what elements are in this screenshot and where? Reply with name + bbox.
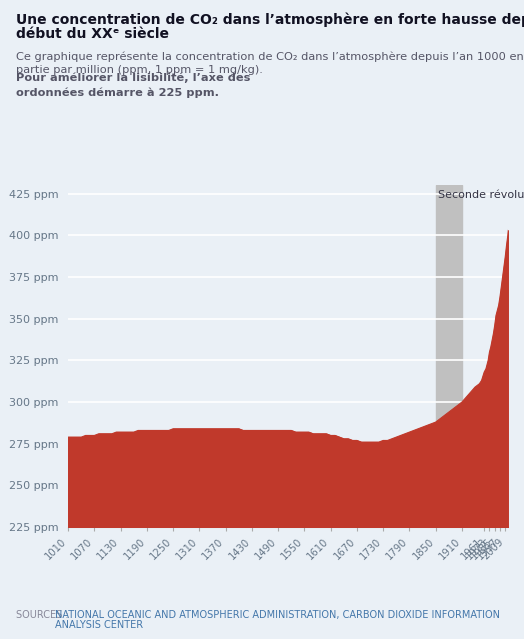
Bar bbox=[435, 185, 462, 527]
Text: Seconde révolution industrielle: Seconde révolution industrielle bbox=[438, 190, 524, 200]
Text: début du XXᵉ siècle: début du XXᵉ siècle bbox=[16, 27, 169, 41]
Text: Ce graphique représente la concentration de CO₂ dans l’atmosphère depuis l’an 10: Ce graphique représente la concentration… bbox=[16, 51, 523, 75]
Text: SOURCES :: SOURCES : bbox=[16, 610, 71, 620]
Text: Une concentration de CO₂ dans l’atmosphère en forte hausse depuis le: Une concentration de CO₂ dans l’atmosphè… bbox=[16, 13, 524, 27]
Text: Pour améliorer la lisibilité, l’axe des
ordonnées démarre à 225 ppm.: Pour améliorer la lisibilité, l’axe des … bbox=[16, 73, 250, 98]
Text: ANALYSIS CENTER: ANALYSIS CENTER bbox=[55, 620, 143, 630]
Text: NATIONAL OCEANIC AND ATMOSPHERIC ADMINISTRATION, CARBON DIOXIDE INFORMATION: NATIONAL OCEANIC AND ATMOSPHERIC ADMINIS… bbox=[55, 610, 500, 620]
